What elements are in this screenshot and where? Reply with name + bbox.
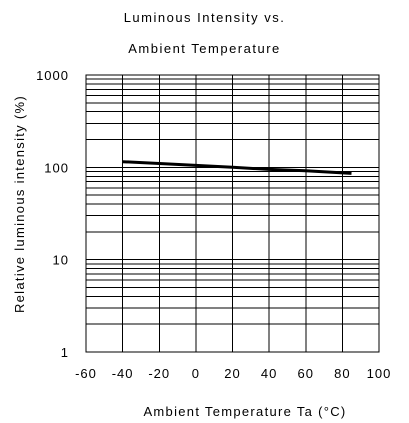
x-tick-label: -20 bbox=[148, 366, 170, 381]
y-axis-label: Relative luminous intensity (%) bbox=[12, 94, 27, 314]
y-tick-label: 1000 bbox=[36, 68, 69, 83]
chart-title-line-1: Luminous Intensity vs. bbox=[123, 10, 286, 25]
chart-title-line-2: Ambient Temperature bbox=[128, 41, 281, 56]
plot-frame bbox=[85, 74, 380, 353]
x-tick-label: 80 bbox=[334, 366, 350, 381]
y-tick-labels: 1 10 100 1000 bbox=[36, 68, 69, 360]
y-tick-label: 10 bbox=[53, 253, 69, 268]
x-tick-label: 40 bbox=[261, 366, 277, 381]
x-tick-label: 20 bbox=[224, 366, 240, 381]
x-tick-label: -60 bbox=[75, 366, 97, 381]
x-tick-label: 60 bbox=[298, 366, 314, 381]
x-tick-label: 0 bbox=[192, 366, 200, 381]
y-tick-label: 100 bbox=[44, 160, 69, 175]
grid bbox=[86, 75, 379, 352]
y-tick-label: 1 bbox=[61, 345, 69, 360]
x-tick-labels: -60 -40 -20 0 20 40 60 80 100 bbox=[75, 366, 392, 381]
series-line bbox=[122, 160, 352, 175]
series-layer bbox=[122, 160, 352, 175]
x-tick-label: 100 bbox=[367, 366, 392, 381]
x-axis-label: Ambient Temperature Ta (°C) bbox=[143, 404, 347, 419]
x-tick-label: -40 bbox=[112, 366, 134, 381]
